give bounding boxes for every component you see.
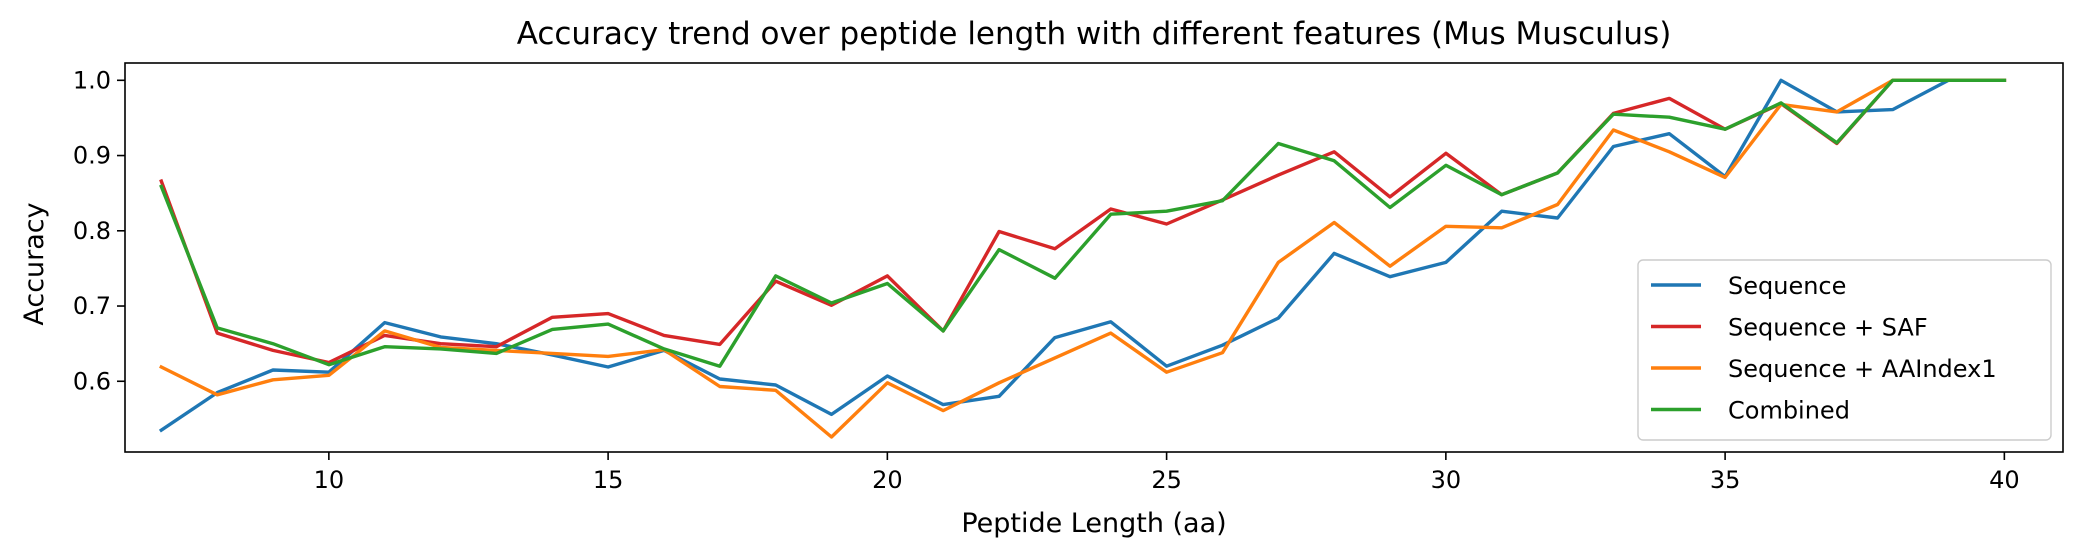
y-tick-label: 0.7 <box>73 292 111 320</box>
legend-label-3: Sequence + AAIndex1 <box>1728 355 1997 383</box>
x-tick-label: 30 <box>1431 466 1462 494</box>
x-tick-label: 15 <box>593 466 624 494</box>
x-tick-label: 25 <box>1151 466 1182 494</box>
legend-frame <box>1637 259 2052 441</box>
y-tick-label: 0.9 <box>73 142 111 170</box>
x-axis: 10 15 20 25 30 35 40 <box>314 452 2020 494</box>
legend-label-2: Sequence + SAF <box>1728 314 1928 342</box>
x-axis-label: Peptide Length (aa) <box>961 508 1226 539</box>
y-tick-label: 1.0 <box>73 66 111 94</box>
legend-label-4: Combined <box>1728 397 1850 425</box>
series-line-4 <box>159 78 2007 368</box>
series-line-3 <box>159 78 2007 439</box>
y-tick-label: 0.8 <box>73 217 111 245</box>
plot-frame <box>124 62 2064 453</box>
legend-label-1: Sequence <box>1728 272 1846 300</box>
plot-area <box>124 62 2064 453</box>
chart-title: Accuracy trend over peptide length with … <box>517 16 1672 52</box>
y-tick-label: 0.6 <box>73 367 111 395</box>
x-tick-label: 40 <box>1989 466 2020 494</box>
series-line-1 <box>158 78 2007 433</box>
y-axis-label: Accuracy <box>19 202 50 325</box>
series-line-2 <box>159 78 2007 365</box>
x-tick-label: 20 <box>872 466 903 494</box>
x-tick-label: 10 <box>314 466 345 494</box>
legend: Sequence Sequence + SAF Sequence + AAIndex… <box>1637 259 2052 441</box>
x-tick-label: 35 <box>1710 466 1741 494</box>
y-axis: 0.6 0.7 0.8 0.9 1.0 <box>73 66 125 395</box>
